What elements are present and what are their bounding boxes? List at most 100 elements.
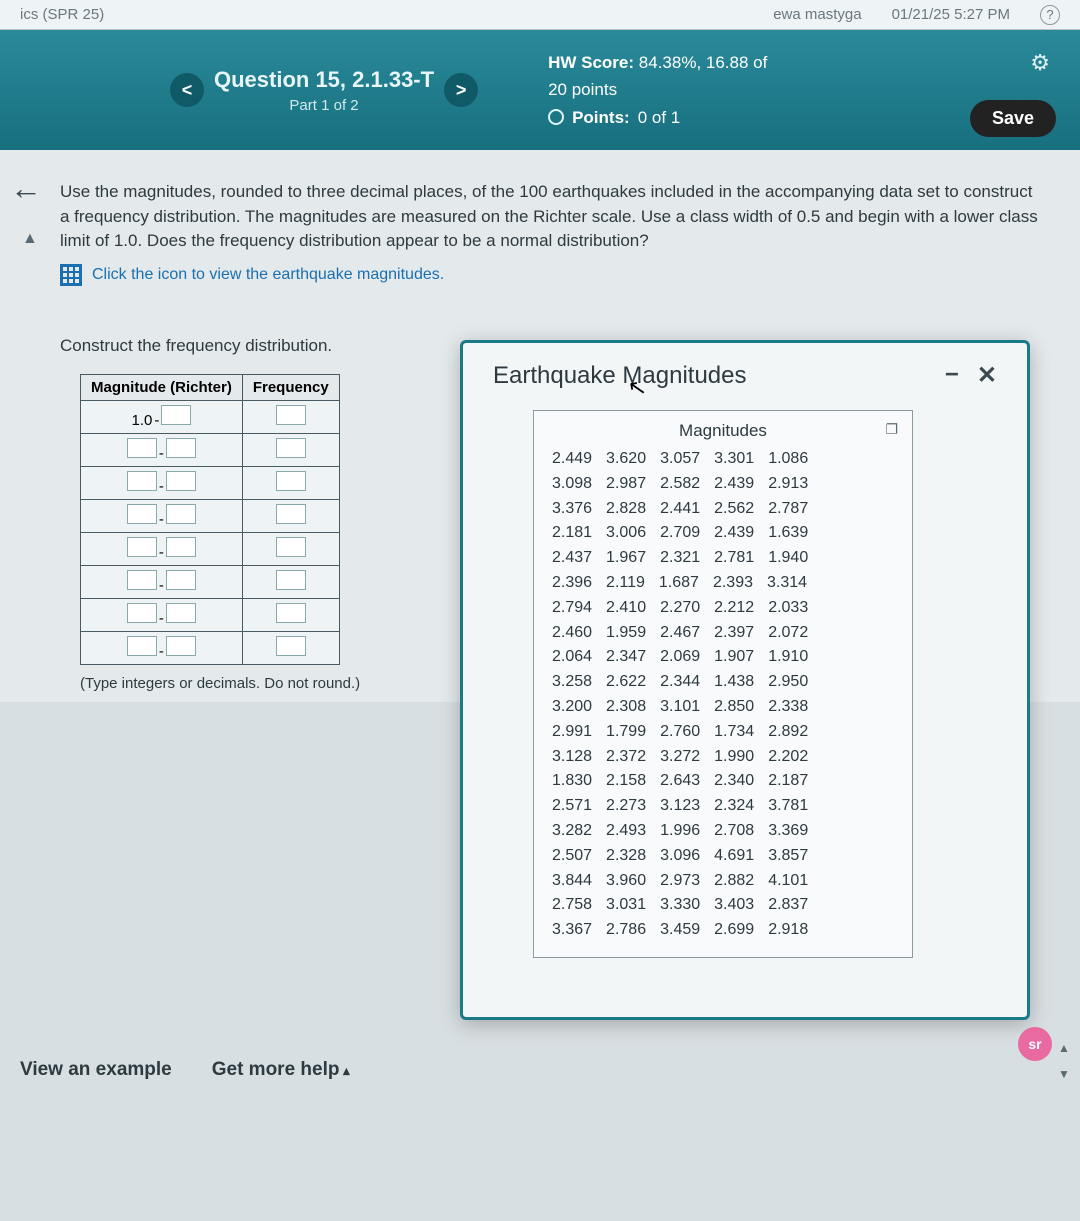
magnitude-row: 2.4493.6203.0573.3011.086 bbox=[552, 447, 894, 472]
magnitude-value: 1.086 bbox=[768, 447, 808, 472]
timestamp: 01/21/25 5:27 PM bbox=[892, 6, 1010, 23]
magnitude-row: 2.7583.0313.3303.4032.837 bbox=[552, 893, 894, 918]
question-header: < Question 15, 2.1.33-T Part 1 of 2 > HW… bbox=[0, 30, 1080, 150]
magnitudes-header: Magnitudes bbox=[679, 421, 767, 440]
magnitude-row: 2.3962.1191.6872.3933.314 bbox=[552, 571, 894, 596]
magnitude-value: 2.918 bbox=[768, 918, 808, 943]
magnitude-value: 2.987 bbox=[606, 472, 646, 497]
question-title: Question 15, 2.1.33-T bbox=[214, 67, 434, 93]
magnitude-value: 3.376 bbox=[552, 497, 592, 522]
magnitudes-table: Magnitudes ❐ 2.4493.6203.0573.3011.0863.… bbox=[533, 410, 913, 958]
freq-row: - bbox=[81, 466, 340, 499]
assistant-badge-icon[interactable]: sr bbox=[1018, 1027, 1052, 1061]
frequency-input[interactable] bbox=[276, 471, 306, 491]
lower-limit-input[interactable] bbox=[127, 570, 157, 590]
magnitude-row: 3.3762.8282.4412.5622.787 bbox=[552, 497, 894, 522]
magnitude-value: 3.128 bbox=[552, 745, 592, 770]
magnitude-value: 2.393 bbox=[713, 571, 753, 596]
magnitude-value: 2.973 bbox=[660, 869, 700, 894]
magnitude-value: 3.620 bbox=[606, 447, 646, 472]
upper-limit-input[interactable] bbox=[166, 504, 196, 524]
minimize-icon[interactable]: − bbox=[945, 361, 959, 390]
upper-limit-input[interactable] bbox=[166, 603, 196, 623]
help-icon[interactable]: ? bbox=[1040, 5, 1060, 25]
lower-limit-input[interactable] bbox=[127, 636, 157, 656]
settings-icon[interactable]: ⚙ bbox=[1030, 50, 1050, 76]
frequency-cell bbox=[242, 631, 339, 664]
magnitude-row: 3.2822.4931.9962.7083.369 bbox=[552, 819, 894, 844]
range-dash: - bbox=[157, 478, 166, 495]
frequency-cell bbox=[242, 598, 339, 631]
magnitude-range-cell: - bbox=[81, 598, 243, 631]
magnitude-row: 2.4371.9672.3212.7811.940 bbox=[552, 546, 894, 571]
magnitude-value: 2.582 bbox=[660, 472, 700, 497]
magnitude-value: 2.892 bbox=[768, 720, 808, 745]
frequency-input[interactable] bbox=[276, 636, 306, 656]
magnitude-row: 2.0642.3472.0691.9071.910 bbox=[552, 645, 894, 670]
hw-score-line2: 20 points bbox=[548, 76, 767, 103]
get-more-help-link[interactable]: Get more help bbox=[212, 1059, 350, 1081]
magnitude-value: 1.438 bbox=[714, 670, 754, 695]
magnitude-value: 2.069 bbox=[660, 645, 700, 670]
collapse-caret-icon[interactable]: ▲ bbox=[22, 230, 38, 248]
magnitude-row: 3.1282.3723.2721.9902.202 bbox=[552, 745, 894, 770]
user-name: ewa mastyga bbox=[773, 6, 861, 23]
lower-limit-input[interactable] bbox=[127, 537, 157, 557]
next-question-button[interactable]: > bbox=[444, 73, 478, 107]
magnitude-row: 3.0982.9872.5822.4392.913 bbox=[552, 472, 894, 497]
magnitude-value: 2.397 bbox=[714, 621, 754, 646]
range-dash: - bbox=[157, 544, 166, 561]
data-link-row[interactable]: Click the icon to view the earthquake ma… bbox=[60, 264, 1040, 286]
lower-limit-input[interactable] bbox=[127, 438, 157, 458]
magnitude-value: 3.960 bbox=[606, 869, 646, 894]
scroll-indicator[interactable]: ▲▼ bbox=[1058, 1041, 1076, 1081]
save-button[interactable]: Save bbox=[970, 100, 1056, 137]
close-icon[interactable]: ✕ bbox=[977, 361, 997, 390]
upper-limit-input[interactable] bbox=[166, 471, 196, 491]
frequency-input[interactable] bbox=[276, 537, 306, 557]
magnitudes-grid: 2.4493.6203.0573.3011.0863.0982.9872.582… bbox=[552, 447, 894, 943]
upper-limit-input[interactable] bbox=[161, 405, 191, 425]
magnitude-value: 3.857 bbox=[768, 844, 808, 869]
magnitude-value: 2.202 bbox=[768, 745, 808, 770]
question-title-block: Question 15, 2.1.33-T Part 1 of 2 bbox=[214, 67, 434, 114]
frequency-table: Magnitude (Richter) Frequency 1.0-------… bbox=[80, 374, 340, 665]
frequency-input[interactable] bbox=[276, 570, 306, 590]
magnitude-value: 2.794 bbox=[552, 596, 592, 621]
frequency-input[interactable] bbox=[276, 603, 306, 623]
data-link-text[interactable]: Click the icon to view the earthquake ma… bbox=[92, 266, 444, 284]
points-label: Points: bbox=[572, 104, 630, 131]
freq-col-magnitude: Magnitude (Richter) bbox=[81, 374, 243, 400]
range-dash: - bbox=[157, 445, 166, 462]
upper-limit-input[interactable] bbox=[166, 438, 196, 458]
upper-limit-input[interactable] bbox=[166, 636, 196, 656]
frequency-input[interactable] bbox=[276, 438, 306, 458]
freq-row: - bbox=[81, 499, 340, 532]
freq-row: - bbox=[81, 598, 340, 631]
magnitude-value: 3.098 bbox=[552, 472, 592, 497]
question-part: Part 1 of 2 bbox=[214, 97, 434, 114]
lower-limit-input[interactable] bbox=[127, 603, 157, 623]
magnitude-value: 1.734 bbox=[714, 720, 754, 745]
magnitude-value: 2.882 bbox=[714, 869, 754, 894]
magnitude-value: 2.449 bbox=[552, 447, 592, 472]
lower-limit-input[interactable] bbox=[127, 504, 157, 524]
magnitude-row: 2.5712.2733.1232.3243.781 bbox=[552, 794, 894, 819]
magnitude-value: 3.057 bbox=[660, 447, 700, 472]
frequency-input[interactable] bbox=[276, 504, 306, 524]
upper-limit-input[interactable] bbox=[166, 537, 196, 557]
copy-icon[interactable]: ❐ bbox=[885, 421, 898, 438]
lower-limit-input[interactable] bbox=[127, 471, 157, 491]
magnitude-value: 2.338 bbox=[768, 695, 808, 720]
magnitude-value: 2.340 bbox=[714, 769, 754, 794]
upper-limit-input[interactable] bbox=[166, 570, 196, 590]
magnitude-value: 1.967 bbox=[606, 546, 646, 571]
view-example-link[interactable]: View an example bbox=[20, 1059, 172, 1081]
magnitude-value: 2.991 bbox=[552, 720, 592, 745]
frequency-input[interactable] bbox=[276, 405, 306, 425]
magnitude-value: 2.437 bbox=[552, 546, 592, 571]
prev-question-button[interactable]: < bbox=[170, 73, 204, 107]
back-arrow-icon[interactable]: ← bbox=[10, 170, 42, 207]
magnitude-value: 4.691 bbox=[714, 844, 754, 869]
first-lower-limit: 1.0 bbox=[131, 412, 152, 429]
